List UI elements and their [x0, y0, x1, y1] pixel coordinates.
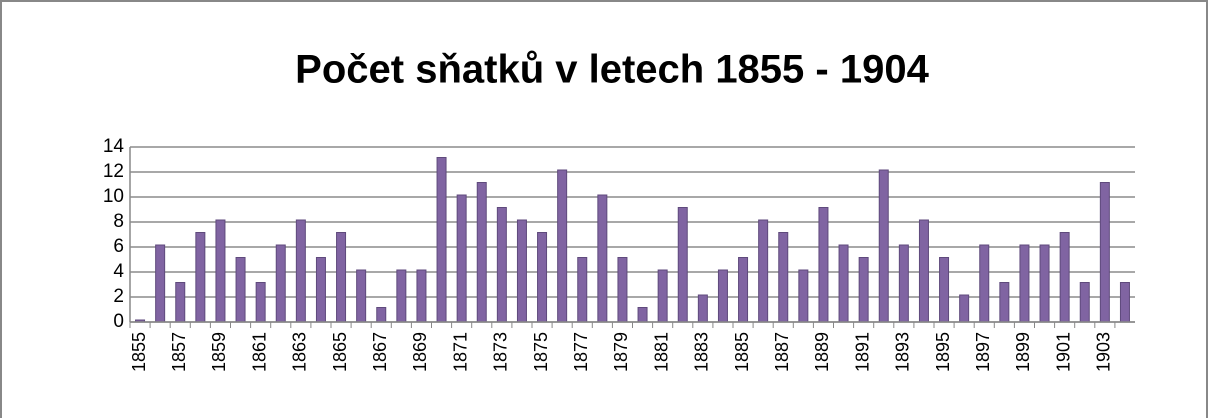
x-tick-label: 1859 [209, 332, 229, 372]
x-tick-label: 1863 [290, 332, 310, 372]
x-tick-label: 1877 [571, 332, 591, 372]
bar [918, 219, 929, 323]
x-tick-label: 1903 [1094, 332, 1114, 372]
bar [155, 244, 166, 323]
bar [476, 182, 487, 323]
x-tick-label: 1893 [893, 332, 913, 372]
bar [979, 244, 990, 323]
bar [336, 232, 347, 323]
chart-title: Počet sňatků v letech 1855 - 1904 [295, 48, 929, 92]
bar [396, 269, 407, 323]
bar [175, 282, 186, 323]
x-tick-label: 1901 [1053, 332, 1073, 372]
x-tick-label: 1889 [812, 332, 832, 372]
bar [959, 294, 970, 323]
x-tick-label: 1865 [330, 332, 350, 372]
bar [798, 269, 809, 323]
bar [356, 269, 367, 323]
bar [818, 207, 829, 323]
x-tick-label: 1875 [531, 332, 551, 372]
x-tick-label: 1881 [651, 332, 671, 372]
x-tick-label: 1855 [129, 332, 149, 372]
x-tick-label: 1869 [410, 332, 430, 372]
bar [496, 207, 507, 323]
x-tick-label: 1887 [772, 332, 792, 372]
bar [838, 244, 849, 323]
y-tick-label: 4 [113, 261, 124, 282]
x-tick-label: 1899 [1013, 332, 1033, 372]
bar [416, 269, 427, 323]
bar [738, 257, 749, 323]
x-tick-label: 1897 [973, 332, 993, 372]
y-tick-label: 6 [113, 236, 124, 257]
bar [235, 257, 246, 323]
bar [1099, 182, 1110, 323]
bar [697, 294, 708, 323]
x-tick-label: 1895 [933, 332, 953, 372]
bar [878, 169, 889, 323]
y-tick-label: 0 [113, 311, 124, 332]
bar [516, 219, 527, 323]
bar [1079, 282, 1090, 323]
y-tick-label: 8 [113, 211, 124, 232]
bar [436, 157, 447, 323]
bar [295, 219, 306, 323]
bar [557, 169, 568, 323]
x-tick-label: 1883 [692, 332, 712, 372]
y-tick-label: 10 [103, 186, 124, 207]
bar [315, 257, 326, 323]
bar [456, 194, 467, 323]
bar [939, 257, 950, 323]
x-tick-label: 1867 [370, 332, 390, 372]
y-tick-label: 14 [103, 136, 125, 157]
bar [195, 232, 206, 323]
y-tick-label: 2 [113, 286, 124, 307]
bar [1119, 282, 1130, 323]
x-tick-label: 1871 [450, 332, 470, 372]
bar [1059, 232, 1070, 323]
x-tick-label: 1891 [852, 332, 872, 372]
x-tick-label: 1873 [491, 332, 511, 372]
bar [275, 244, 286, 323]
bar [717, 269, 728, 323]
bar [657, 269, 668, 323]
bar [778, 232, 789, 323]
x-tick-label: 1885 [732, 332, 752, 372]
bar [577, 257, 588, 323]
bar [858, 257, 869, 323]
bar [617, 257, 628, 323]
bar [677, 207, 688, 323]
bar [758, 219, 769, 323]
bar [537, 232, 548, 323]
x-tick-label: 1879 [611, 332, 631, 372]
bar [898, 244, 909, 323]
bar [376, 307, 387, 323]
bar [215, 219, 226, 323]
bar [1039, 244, 1050, 323]
bar [999, 282, 1010, 323]
bar [637, 307, 648, 323]
bar [597, 194, 608, 323]
x-tick-label: 1857 [169, 332, 189, 372]
bar [1019, 244, 1030, 323]
x-tick-label: 1861 [249, 332, 269, 372]
y-tick-label: 12 [103, 161, 124, 182]
bar [255, 282, 266, 323]
